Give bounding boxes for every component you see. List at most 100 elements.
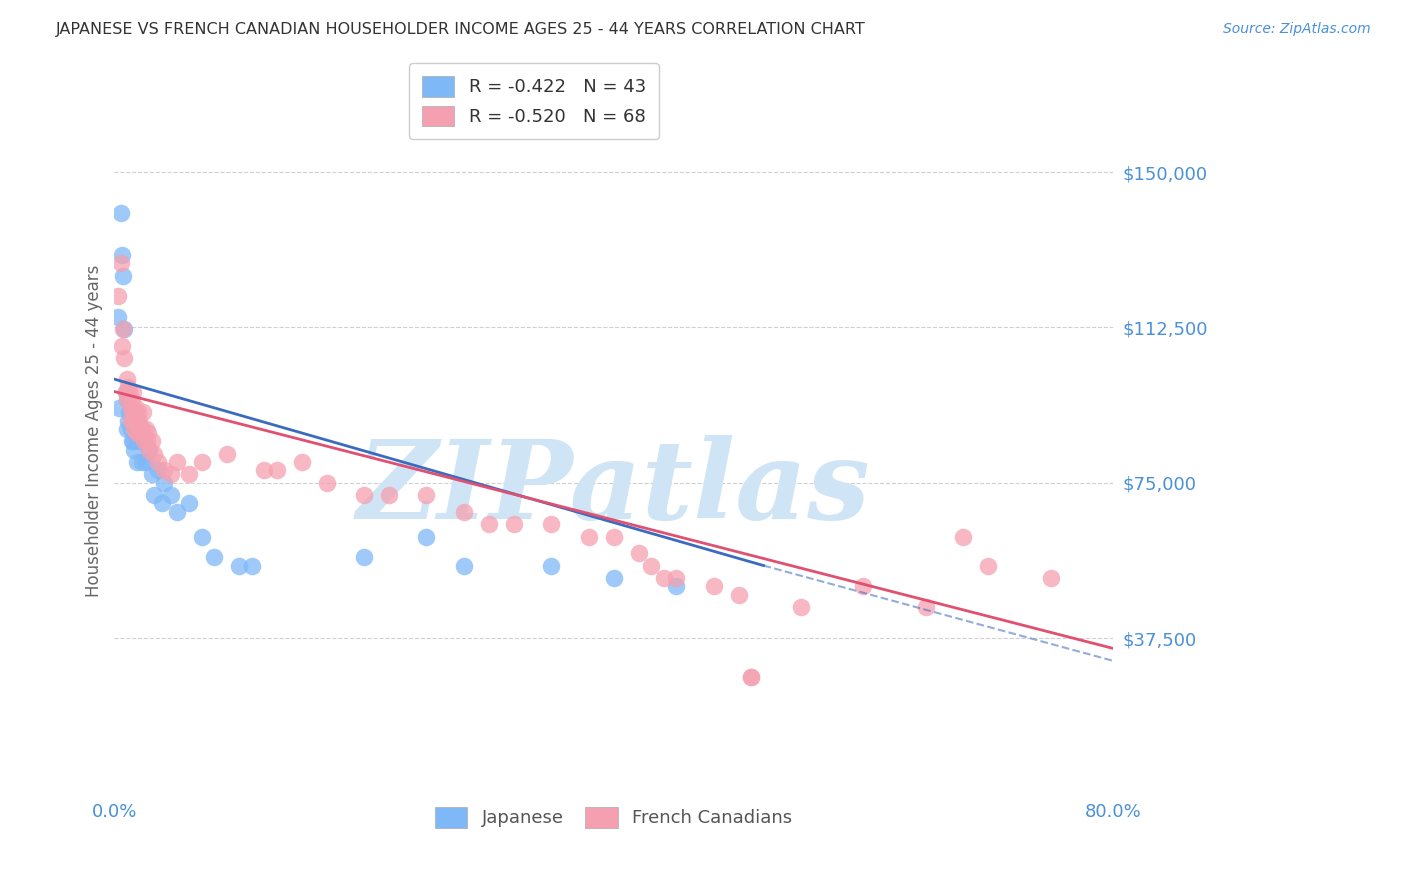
Point xyxy=(727,588,749,602)
Point xyxy=(115,392,138,407)
Point xyxy=(266,463,288,477)
Point xyxy=(124,422,146,436)
Point xyxy=(202,550,225,565)
Point xyxy=(150,496,173,510)
Point xyxy=(253,463,276,477)
Point xyxy=(914,599,936,614)
Point xyxy=(114,384,136,399)
Point xyxy=(128,422,150,436)
Point xyxy=(191,530,214,544)
Point xyxy=(353,550,375,565)
Point xyxy=(127,405,149,419)
Point xyxy=(115,422,138,436)
Point xyxy=(640,558,662,573)
Point xyxy=(114,384,136,399)
Point xyxy=(120,401,142,416)
Point xyxy=(131,455,153,469)
Point xyxy=(952,530,974,544)
Point xyxy=(122,384,145,399)
Point xyxy=(124,425,146,440)
Point xyxy=(166,505,188,519)
Point xyxy=(124,405,146,419)
Point xyxy=(124,442,146,457)
Point xyxy=(135,455,157,469)
Point xyxy=(112,268,135,283)
Point xyxy=(453,505,475,519)
Point xyxy=(136,425,159,440)
Point xyxy=(141,434,163,449)
Point xyxy=(112,351,135,366)
Point xyxy=(578,530,600,544)
Text: JAPANESE VS FRENCH CANADIAN HOUSEHOLDER INCOME AGES 25 - 44 YEARS CORRELATION CH: JAPANESE VS FRENCH CANADIAN HOUSEHOLDER … xyxy=(56,22,866,37)
Point xyxy=(652,571,675,585)
Point xyxy=(378,488,401,502)
Point xyxy=(128,425,150,440)
Point xyxy=(121,434,143,449)
Point xyxy=(134,434,156,449)
Point xyxy=(315,475,337,490)
Point xyxy=(179,467,201,482)
Point xyxy=(353,488,375,502)
Point xyxy=(132,405,155,419)
Point xyxy=(740,670,762,684)
Point xyxy=(111,248,134,262)
Point xyxy=(790,599,813,614)
Point xyxy=(215,447,238,461)
Point xyxy=(125,425,148,440)
Point xyxy=(112,322,135,336)
Point xyxy=(138,442,160,457)
Point xyxy=(852,579,875,593)
Legend: Japanese, French Canadians: Japanese, French Canadians xyxy=(427,800,800,835)
Point xyxy=(703,579,725,593)
Point xyxy=(117,380,139,394)
Point xyxy=(665,579,688,593)
Point xyxy=(453,558,475,573)
Point xyxy=(159,467,181,482)
Point xyxy=(143,488,166,502)
Point xyxy=(110,206,132,220)
Point xyxy=(179,496,201,510)
Point xyxy=(602,530,624,544)
Point xyxy=(146,455,169,469)
Point xyxy=(125,430,148,444)
Point xyxy=(117,414,139,428)
Point xyxy=(122,414,145,428)
Point xyxy=(122,434,145,449)
Point xyxy=(153,475,176,490)
Point xyxy=(118,405,141,419)
Point xyxy=(110,256,132,270)
Point xyxy=(191,455,214,469)
Point xyxy=(128,414,150,428)
Point xyxy=(108,401,131,416)
Point xyxy=(540,558,562,573)
Point xyxy=(291,455,314,469)
Point xyxy=(121,392,143,407)
Point xyxy=(665,571,688,585)
Point xyxy=(415,488,437,502)
Point xyxy=(143,447,166,461)
Point xyxy=(146,463,169,477)
Point xyxy=(107,289,129,303)
Point xyxy=(124,401,146,416)
Point xyxy=(120,401,142,416)
Point xyxy=(540,517,562,532)
Point xyxy=(1039,571,1062,585)
Point xyxy=(122,405,145,419)
Point xyxy=(502,517,524,532)
Point xyxy=(141,467,163,482)
Text: Source: ZipAtlas.com: Source: ZipAtlas.com xyxy=(1223,22,1371,37)
Point xyxy=(153,463,176,477)
Point xyxy=(135,422,157,436)
Point xyxy=(120,422,142,436)
Point xyxy=(125,414,148,428)
Y-axis label: Householder Income Ages 25 - 44 years: Householder Income Ages 25 - 44 years xyxy=(86,265,103,597)
Point xyxy=(977,558,1000,573)
Point xyxy=(166,455,188,469)
Point xyxy=(478,517,501,532)
Point xyxy=(115,372,138,386)
Point xyxy=(118,384,141,399)
Point xyxy=(111,339,134,353)
Point xyxy=(107,310,129,324)
Point xyxy=(129,422,152,436)
Point xyxy=(115,392,138,407)
